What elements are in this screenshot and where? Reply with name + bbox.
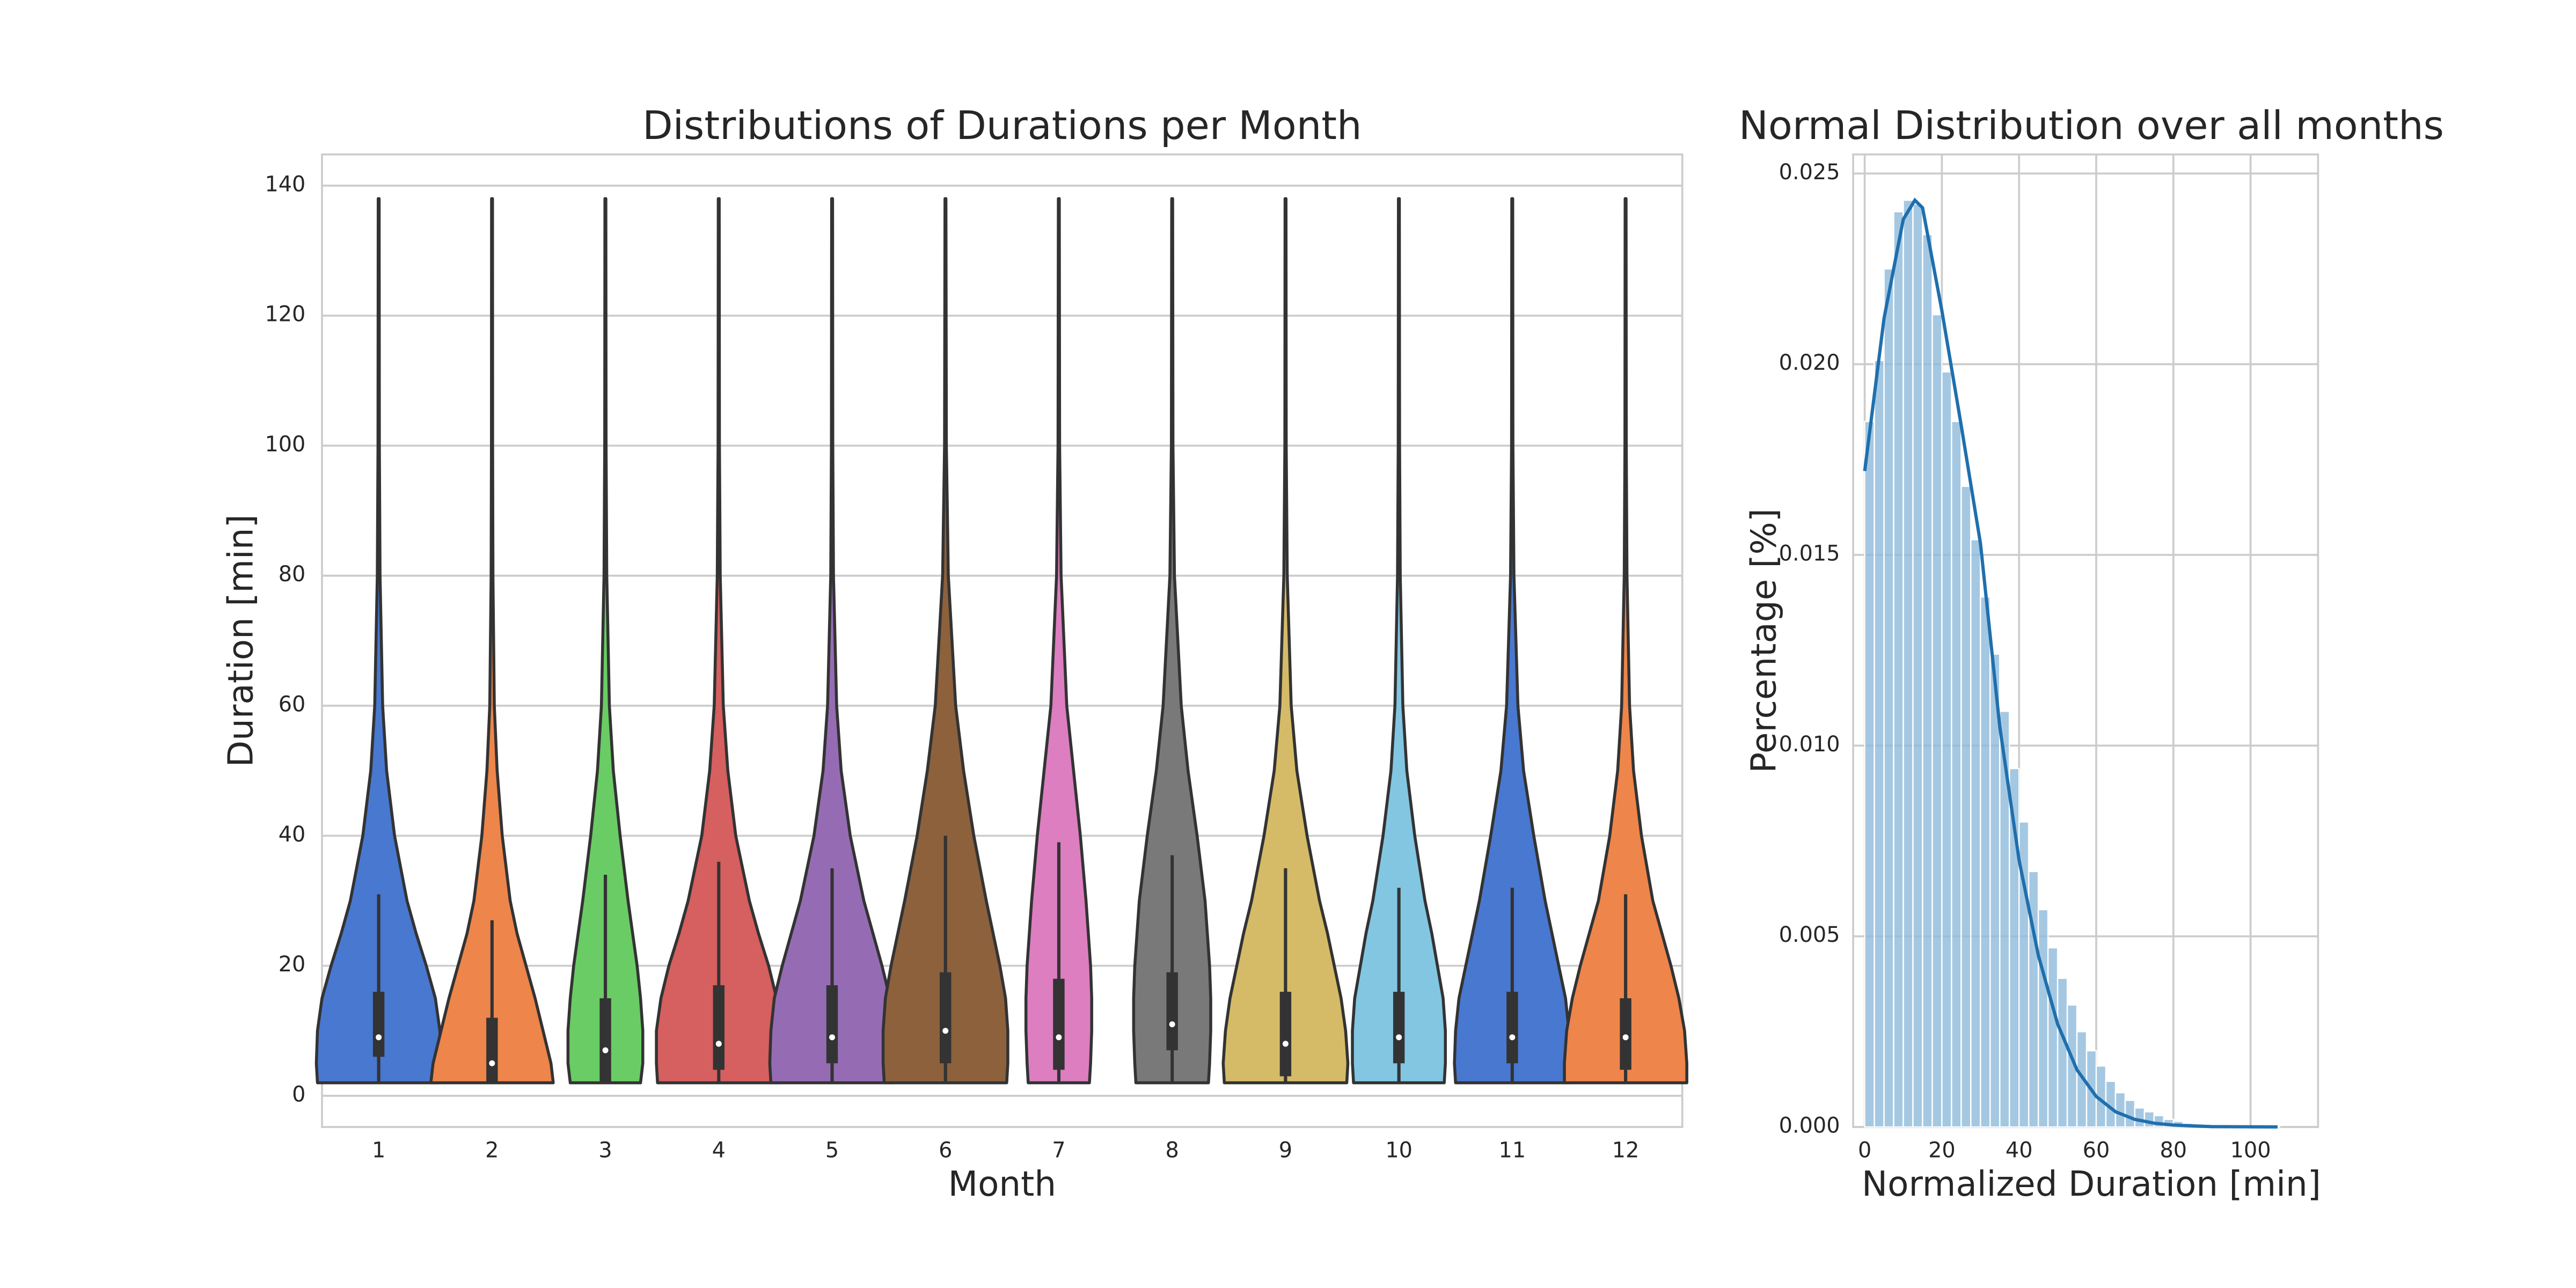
median bbox=[1396, 1034, 1402, 1041]
y-tick-label: 140 bbox=[265, 172, 305, 196]
x-tick-label: 60 bbox=[2083, 1138, 2110, 1162]
histogram-bar bbox=[1893, 211, 1904, 1128]
x-tick-label: 12 bbox=[1612, 1138, 1640, 1162]
y-tick-label: 0 bbox=[292, 1082, 305, 1107]
violin bbox=[1351, 197, 1447, 1085]
box bbox=[372, 992, 385, 1057]
histogram-bar bbox=[1970, 539, 1981, 1128]
median bbox=[715, 1041, 722, 1047]
x-tick-label: 9 bbox=[1279, 1138, 1292, 1162]
violin bbox=[655, 197, 783, 1085]
x-tick-label: 20 bbox=[1928, 1138, 1956, 1162]
median bbox=[489, 1060, 495, 1066]
box bbox=[1053, 978, 1065, 1070]
histogram-bar bbox=[2114, 1092, 2126, 1128]
violin bbox=[1024, 197, 1093, 1085]
median bbox=[602, 1047, 609, 1053]
box bbox=[826, 985, 838, 1064]
violin bbox=[1221, 197, 1350, 1085]
x-tick-label: 40 bbox=[2006, 1138, 2033, 1162]
histogram-bar bbox=[1874, 360, 1885, 1128]
violin bbox=[429, 197, 555, 1085]
histogram-bar bbox=[1883, 268, 1894, 1128]
x-tick-label: 0 bbox=[1858, 1138, 1871, 1162]
y-tick-label: 40 bbox=[279, 822, 306, 847]
histogram-bar bbox=[1941, 371, 1952, 1128]
histogram-bar bbox=[1864, 421, 1875, 1128]
median bbox=[1056, 1034, 1062, 1041]
x-axis-label: Month bbox=[948, 1164, 1056, 1204]
y-tick-label: 0.005 bbox=[1779, 923, 1840, 947]
histogram-bar bbox=[1980, 596, 1991, 1128]
box bbox=[1279, 992, 1292, 1077]
box bbox=[1166, 972, 1178, 1051]
x-tick-label: 1 bbox=[372, 1138, 385, 1162]
histogram-bar bbox=[1951, 421, 1962, 1128]
histogram-bar bbox=[2047, 947, 2059, 1128]
histogram-bar bbox=[1922, 233, 1933, 1128]
violin bbox=[1132, 197, 1212, 1085]
x-tick-label: 11 bbox=[1499, 1138, 1526, 1162]
median bbox=[1622, 1034, 1629, 1041]
histogram-bar bbox=[2134, 1107, 2146, 1128]
x-tick-label: 100 bbox=[2230, 1138, 2271, 1162]
y-tick-label: 120 bbox=[265, 302, 305, 327]
median bbox=[1509, 1034, 1516, 1041]
histogram-bar bbox=[1912, 203, 1923, 1128]
x-axis-label: Normalized Duration [min] bbox=[1862, 1164, 2321, 1204]
box bbox=[486, 1018, 498, 1083]
box bbox=[1506, 992, 1518, 1064]
median bbox=[829, 1034, 836, 1041]
chart-title: Normal Distribution over all months bbox=[1739, 103, 2444, 149]
x-tick-label: 4 bbox=[712, 1138, 726, 1162]
chart-title: Distributions of Durations per Month bbox=[642, 103, 1362, 149]
median bbox=[376, 1034, 382, 1041]
box bbox=[599, 998, 611, 1083]
median bbox=[1282, 1041, 1289, 1047]
y-tick-label: 0.025 bbox=[1779, 160, 1840, 185]
kde-line bbox=[1863, 197, 2278, 1129]
y-tick-label: 80 bbox=[279, 562, 306, 587]
x-tick-label: 8 bbox=[1166, 1138, 1179, 1162]
box bbox=[940, 972, 952, 1064]
violin bbox=[566, 197, 645, 1085]
histogram-bar bbox=[1902, 199, 1914, 1128]
x-tick-label: 80 bbox=[2160, 1138, 2187, 1162]
y-tick-label: 0.020 bbox=[1779, 350, 1840, 375]
x-tick-label: 7 bbox=[1052, 1138, 1065, 1162]
y-axis-label: Percentage [%] bbox=[1744, 508, 1784, 773]
y-tick-label: 0.010 bbox=[1779, 732, 1840, 757]
histogram-bar bbox=[2057, 977, 2068, 1128]
violin bbox=[768, 197, 896, 1085]
x-tick-label: 10 bbox=[1385, 1138, 1413, 1162]
y-tick-label: 100 bbox=[265, 432, 305, 457]
x-tick-label: 3 bbox=[598, 1138, 612, 1162]
violin bbox=[1563, 197, 1688, 1085]
median bbox=[1169, 1021, 1175, 1028]
violin bbox=[1453, 197, 1572, 1085]
y-tick-label: 20 bbox=[279, 952, 306, 977]
box bbox=[1393, 992, 1405, 1064]
histogram-bar bbox=[1960, 485, 1972, 1128]
y-tick-label: 60 bbox=[279, 692, 306, 717]
y-axis-label: Duration [min] bbox=[221, 514, 261, 767]
histogram-bar bbox=[2124, 1100, 2136, 1128]
box bbox=[1620, 998, 1631, 1070]
x-tick-label: 2 bbox=[485, 1138, 499, 1162]
x-tick-label: 5 bbox=[825, 1138, 839, 1162]
histogram-bar bbox=[2143, 1111, 2155, 1128]
histogram-bar bbox=[1931, 314, 1943, 1128]
histogram-bar bbox=[2037, 909, 2049, 1128]
median bbox=[942, 1028, 949, 1034]
plot-frame bbox=[321, 153, 1684, 1128]
y-tick-label: 0.015 bbox=[1779, 541, 1840, 566]
y-tick-label: 0.000 bbox=[1779, 1114, 1840, 1138]
x-tick-label: 6 bbox=[939, 1138, 952, 1162]
violin bbox=[881, 197, 1009, 1085]
box bbox=[713, 985, 724, 1070]
violin bbox=[314, 197, 443, 1085]
